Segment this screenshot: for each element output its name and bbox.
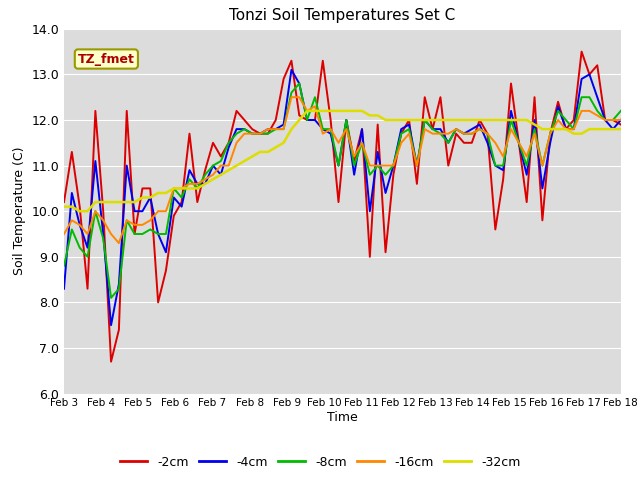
- X-axis label: Time: Time: [327, 411, 358, 424]
- Text: TZ_fmet: TZ_fmet: [78, 52, 135, 65]
- Title: Tonzi Soil Temperatures Set C: Tonzi Soil Temperatures Set C: [229, 9, 456, 24]
- Y-axis label: Soil Temperature (C): Soil Temperature (C): [13, 147, 26, 276]
- Legend: -2cm, -4cm, -8cm, -16cm, -32cm: -2cm, -4cm, -8cm, -16cm, -32cm: [115, 451, 525, 474]
